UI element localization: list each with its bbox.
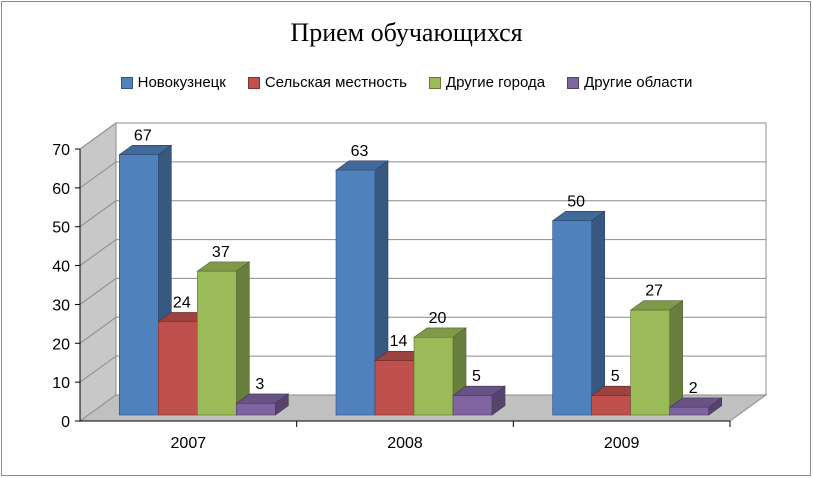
gridline-side [79,355,117,383]
bar [197,270,237,416]
bar [158,321,198,416]
data-label: 50 [567,193,585,210]
legend-label: Другие города [445,74,546,91]
data-label: 37 [212,244,230,261]
legend-swatch [120,76,133,89]
gridline-side [79,239,117,266]
y-tick-label: 50 [52,220,70,237]
gridline-side [79,316,117,344]
legend-label: Сельская местность [264,74,407,91]
legend-label: Новокузнецк [137,74,226,91]
legend-item-novokuznetsk: Новокузнецк [120,74,226,91]
data-label: 3 [255,376,264,393]
legend-item-other-cities: Другие города [428,74,546,91]
y-tick-label: 40 [52,259,70,276]
x-tick-label: 2009 [604,435,640,452]
chart-title: Прием обучающихся [290,18,523,47]
side-wall [79,122,117,422]
x-tick-label: 2007 [171,435,207,452]
data-label: 24 [173,294,191,311]
gridline-side [79,200,117,228]
y-tick-label: 0 [61,414,70,431]
y-tick-label: 10 [52,375,70,392]
y-tick-label: 60 [52,181,70,198]
bar [591,395,631,416]
legend-item-other-regions: Другие области [567,74,692,91]
gridline-side [79,278,117,305]
data-label: 20 [429,310,447,327]
data-label: 2 [689,380,698,397]
bar [236,403,276,416]
data-label: 5 [611,368,620,385]
bar [413,336,454,416]
legend-label: Другие области [584,74,693,91]
bar-side [236,261,250,416]
legend-swatch [567,76,580,89]
chart-legend: Новокузнецк Сельская местность Другие го… [0,74,813,91]
bar [452,395,493,416]
bar [552,220,592,416]
bar [669,406,709,416]
bar-side [591,210,605,416]
data-label: 14 [390,333,408,350]
bar [374,360,415,416]
gridline-side [79,161,117,189]
gridline-side [79,122,117,150]
legend-item-rural: Сельская местность [247,74,407,91]
bar [119,154,159,416]
data-label: 5 [472,368,481,385]
bar [630,309,670,416]
y-tick-label: 70 [52,142,70,159]
y-tick-label: 30 [52,297,70,314]
legend-swatch [247,76,260,89]
legend-swatch [428,76,441,89]
data-label: 27 [645,283,663,300]
bar [335,169,376,416]
data-label: 67 [134,127,152,144]
bar-side [669,300,683,416]
x-tick-label: 2008 [387,435,423,452]
data-label: 63 [351,143,369,160]
y-tick-label: 20 [52,336,70,353]
